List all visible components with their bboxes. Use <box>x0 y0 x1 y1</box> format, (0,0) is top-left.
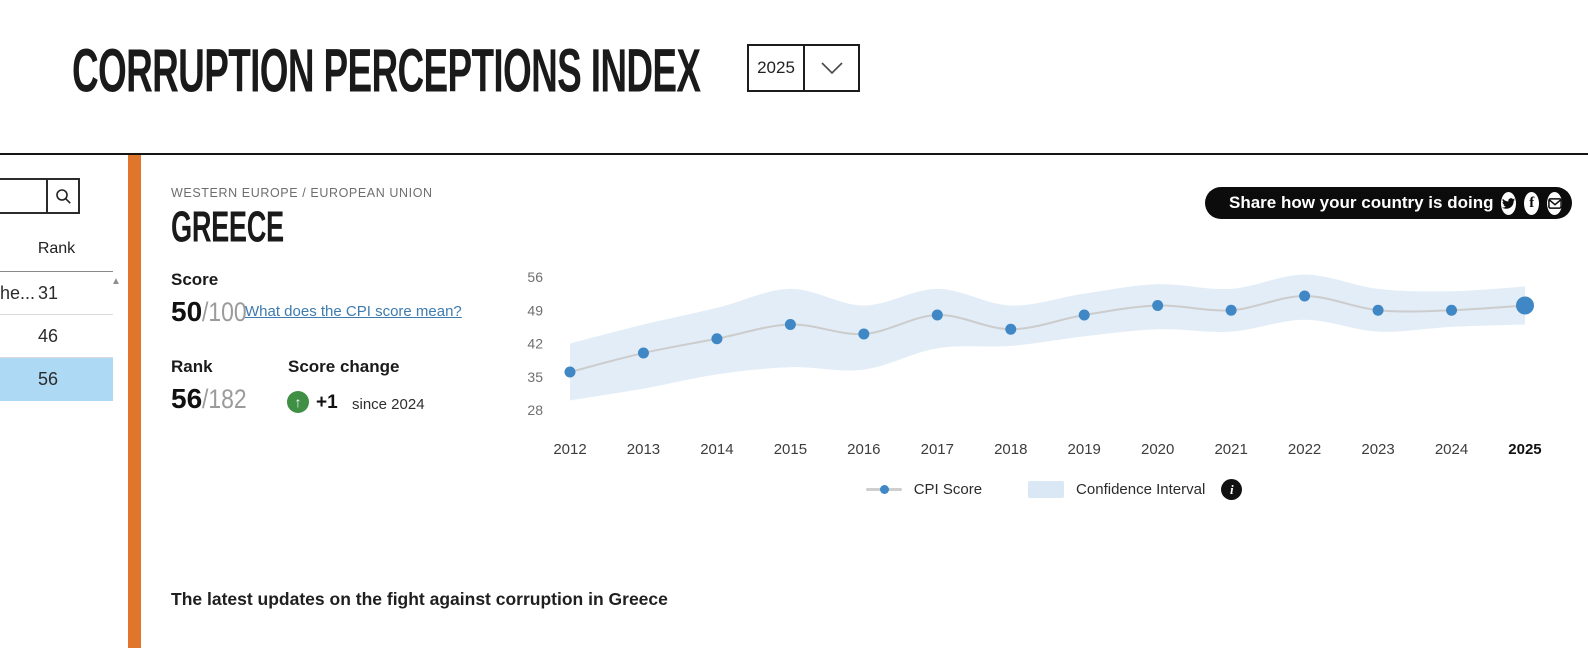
cpi-trend-chart: 56 49 42 35 28 2012 2013 2014 2015 2016 2017 2018 20… <box>527 269 1541 458</box>
cpi-point-2023[interactable] <box>1372 304 1384 316</box>
y-tick-label: 42 <box>527 336 543 352</box>
cpi-point-2022[interactable] <box>1299 290 1311 302</box>
x-tick-label-2013: 2013 <box>627 441 660 458</box>
x-tick-label-2023: 2023 <box>1361 441 1394 458</box>
x-tick-label-2025: 2025 <box>1508 441 1541 458</box>
year-dropdown-divider <box>803 46 805 90</box>
row-rank-value: 46 <box>37 326 58 346</box>
x-tick-label-2016: 2016 <box>847 441 880 458</box>
page-title: CORRUPTION PERCEPTIONS INDEX <box>72 35 701 105</box>
cpi-score-legend-label: CPI Score <box>913 481 983 498</box>
cpi-point-2020[interactable] <box>1152 300 1164 311</box>
updates-heading: The latest updates on the fight against … <box>171 589 668 609</box>
scroll-up-arrow-icon[interactable]: ▲ <box>111 276 121 287</box>
rank-value: 56/182 <box>171 383 255 415</box>
score-change-label: Score change <box>288 357 400 376</box>
y-tick-label: 28 <box>527 402 543 418</box>
cpi-score-legend-dot <box>879 485 889 494</box>
facebook-icon[interactable]: f <box>1524 191 1540 215</box>
rank-column-header: Rank <box>37 240 76 257</box>
country-rank-row[interactable]: he... 31 <box>0 272 113 315</box>
confidence-band <box>570 274 1525 401</box>
chart-legend: CPI Score Confidence Interval i <box>520 479 1588 500</box>
y-tick-label: 35 <box>527 369 543 385</box>
x-tick-label-2015: 2015 <box>774 441 807 458</box>
country-rank-row[interactable]: 46 <box>0 315 113 358</box>
x-tick-label-2018: 2018 <box>994 441 1027 458</box>
confidence-interval-legend-swatch <box>1028 481 1065 498</box>
cpi-point-2024[interactable] <box>1446 304 1458 316</box>
x-tick-label-2012: 2012 <box>553 441 586 458</box>
search-icon[interactable] <box>46 180 78 212</box>
header-divider <box>0 153 1588 155</box>
share-label: Share how your country is doing <box>1229 193 1494 212</box>
facebook-f-glyph: f <box>1529 194 1535 211</box>
year-dropdown[interactable]: 2025 <box>747 44 860 92</box>
rank-total: /182 <box>202 384 247 414</box>
share-pill: Share how your country is doing f <box>1205 187 1572 219</box>
search-input[interactable] <box>0 180 46 212</box>
cpi-score-legend-swatch <box>865 485 902 494</box>
score-change-up-icon: ↑ <box>287 391 309 413</box>
x-tick-label-2014: 2014 <box>700 441 733 458</box>
accent-bar <box>128 155 141 648</box>
row-rank-value: 56 <box>37 369 58 389</box>
x-tick-label-2021: 2021 <box>1214 441 1247 458</box>
x-tick-label-2024: 2024 <box>1435 441 1468 458</box>
rank-label: Rank <box>171 357 213 376</box>
chevron-down-icon[interactable] <box>805 46 858 90</box>
x-tick-label-2020: 2020 <box>1141 441 1174 458</box>
email-icon[interactable] <box>1547 191 1563 215</box>
x-tick-label-2022: 2022 <box>1288 441 1321 458</box>
cpi-point-2016[interactable] <box>858 328 870 340</box>
country-search[interactable] <box>0 178 80 214</box>
x-tick-label-2019: 2019 <box>1068 441 1101 458</box>
info-icon[interactable]: i <box>1221 479 1243 500</box>
year-dropdown-value: 2025 <box>757 58 795 77</box>
cpi-point-2021[interactable] <box>1225 304 1237 316</box>
row-rank-value: 31 <box>37 283 58 303</box>
cpi-line <box>569 294 1526 373</box>
country-rank-list: he... 31 46 56 <box>0 272 113 401</box>
rank-number: 56 <box>171 383 203 414</box>
score-value: 50/100 <box>171 296 255 328</box>
breadcrumb: WESTERN EUROPE / EUROPEAN UNION <box>171 186 433 200</box>
y-tick-label: 56 <box>527 269 543 285</box>
twitter-icon[interactable] <box>1501 191 1517 215</box>
cpi-score-help-link[interactable]: What does the CPI score mean? <box>245 303 462 320</box>
x-tick-label-2017: 2017 <box>921 441 954 458</box>
cpi-point-2018[interactable] <box>1005 323 1017 335</box>
score-max: /100 <box>202 297 247 327</box>
row-country-label: he... <box>0 283 36 303</box>
country-rank-row[interactable]: 56 <box>0 358 113 401</box>
cpi-point-2017[interactable] <box>931 309 943 321</box>
y-tick-label: 49 <box>527 302 543 318</box>
cpi-point-2014[interactable] <box>711 333 723 345</box>
cpi-point-2019[interactable] <box>1078 309 1090 321</box>
cpi-point-2013[interactable] <box>637 347 649 359</box>
country-name: GREECE <box>171 203 284 252</box>
cpi-point-2025[interactable] <box>1515 296 1534 315</box>
score-change-value: +1 <box>316 392 338 413</box>
cpi-point-2015[interactable] <box>784 319 796 330</box>
rank-header-divider <box>0 271 113 272</box>
cpi-point-2012[interactable] <box>564 366 576 378</box>
confidence-interval-legend-label: Confidence Interval <box>1076 481 1206 498</box>
score-change-since: since 2024 <box>352 396 425 413</box>
score-number: 50 <box>171 296 203 327</box>
score-label: Score <box>171 270 219 289</box>
